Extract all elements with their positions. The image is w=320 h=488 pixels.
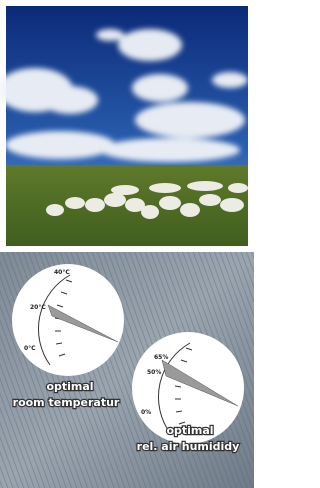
caption: rel. air humididy [137,440,240,453]
caption: optimal [46,380,93,393]
photo-sheep [0,6,248,246]
caption: room temperatur [13,396,120,409]
scale-label: 0% [141,409,151,416]
scale-label: 40°C [54,269,70,276]
scale-label: 0°C [24,345,36,352]
scale-label: 65% [154,354,168,361]
scale-label: 50% [147,369,161,376]
page: 40°C 20°C 0°C optimal room temperatur 65… [0,0,254,488]
scale-label: 20°C [30,304,46,311]
caption: optimal [166,424,213,437]
